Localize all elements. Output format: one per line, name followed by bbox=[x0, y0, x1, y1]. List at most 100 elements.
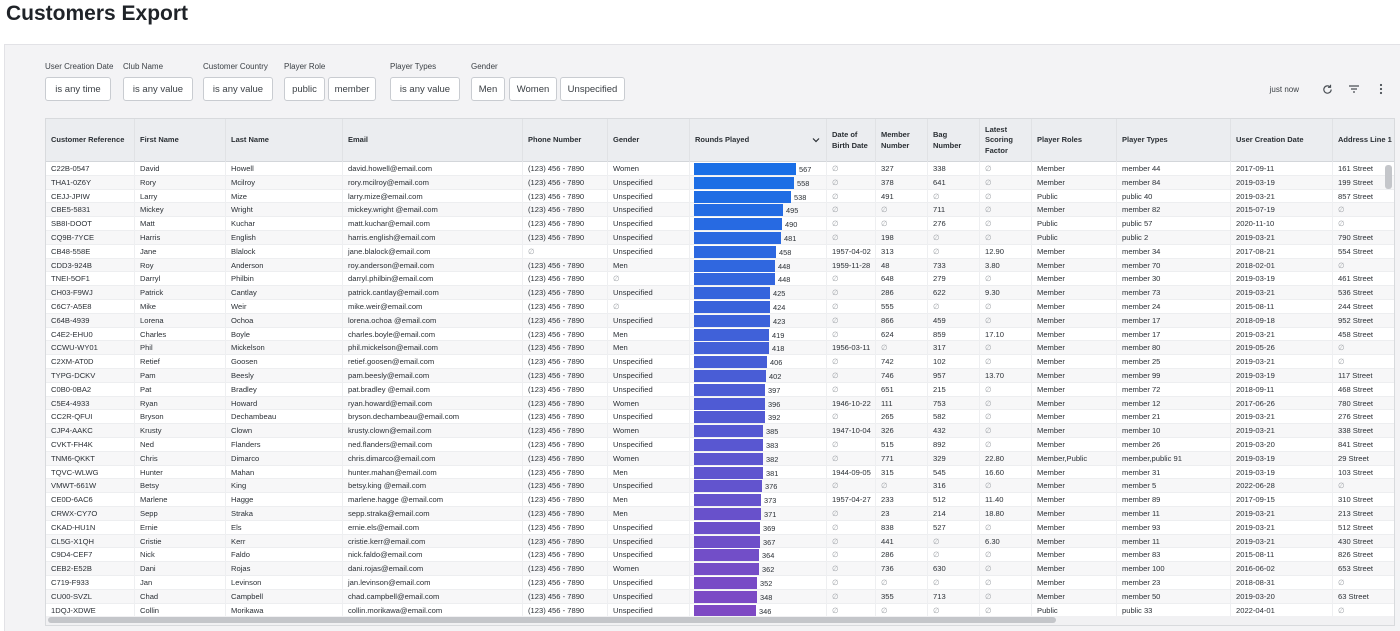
cell-phone-number: (123) 456 - 7890 bbox=[523, 382, 608, 397]
cell-player-roles: Member bbox=[1032, 244, 1117, 259]
cell-last-name: Kerr bbox=[226, 534, 343, 549]
table-row[interactable]: C719-F933 Jan Levinson jan.levinson@email.c… bbox=[46, 576, 1394, 590]
cell-player-roles: Public bbox=[1032, 189, 1117, 204]
column-header-address-line-1[interactable]: Address Line 1 bbox=[1333, 119, 1394, 162]
table-row[interactable]: C22B-0547 David Howell david.howell@email.c… bbox=[46, 162, 1394, 176]
cell-gender: Unspecified bbox=[608, 286, 690, 300]
column-header-player-types[interactable]: Player Types bbox=[1117, 119, 1231, 162]
table-row[interactable]: TQVC-WLWG Hunter Mahan hunter.mahan@email.c… bbox=[46, 465, 1394, 480]
filter-value-button[interactable]: Men bbox=[471, 77, 505, 101]
table-row[interactable]: CCWU-WY01 Phil Mickelson phil.mickelson@ema… bbox=[46, 341, 1394, 356]
column-header-phone-number[interactable]: Phone Number bbox=[523, 119, 608, 162]
cell-gender: Unspecified bbox=[608, 576, 690, 590]
column-header-bag-number[interactable]: Bag Number bbox=[928, 119, 980, 162]
cell-player-roles: Member bbox=[1032, 300, 1117, 314]
filter-lines-icon[interactable] bbox=[1347, 82, 1361, 96]
cell-player-types: member 72 bbox=[1117, 382, 1231, 397]
column-header-latest-scoring-factor[interactable]: Latest Scoring Factor bbox=[980, 119, 1032, 162]
page-title: Customers Export bbox=[6, 2, 189, 25]
table-row[interactable]: CEB2-E52B Dani Rojas dani.rojas@email.com (1… bbox=[46, 562, 1394, 576]
cell-player-types: member 11 bbox=[1117, 507, 1231, 521]
filter-value-button[interactable]: is any value bbox=[123, 77, 193, 101]
table-row[interactable]: C6C7-A5E8 Mike Weir mike.weir@email.com (123… bbox=[46, 300, 1394, 314]
column-header-user-creation-date[interactable]: User Creation Date bbox=[1231, 119, 1333, 162]
cell-first-name: Matt bbox=[135, 217, 226, 231]
filter-value-button[interactable]: is any value bbox=[203, 77, 273, 101]
table-row[interactable]: VMWT-661W Betsy King betsy.king @email.com(… bbox=[46, 479, 1394, 494]
cell-member-number: 555 bbox=[876, 300, 928, 314]
cell-customer-reference: C6C7-A5E8 bbox=[46, 300, 135, 314]
table-row[interactable]: CJP4-AAKC Krusty Clown krusty.clown@email.c… bbox=[46, 424, 1394, 438]
column-header-first-name[interactable]: First Name bbox=[135, 119, 226, 162]
column-header-label: Bag Number bbox=[933, 130, 962, 150]
cell-player-roles: Member bbox=[1032, 589, 1117, 604]
table-row[interactable]: SB8I-DOOT Matt Kuchar matt.kuchar@email.com… bbox=[46, 217, 1394, 231]
table-row[interactable]: C64B-4939 Lorena Ochoa lorena.ochoa @email.… bbox=[46, 313, 1394, 328]
table-row[interactable]: CVKT-FH4K Ned Flanders ned.flanders@email.c… bbox=[46, 438, 1394, 452]
vertical-scrollbar[interactable] bbox=[1385, 165, 1392, 189]
table-row[interactable]: C5E4-4933 Ryan Howard ryan.howard@email.com… bbox=[46, 396, 1394, 411]
filter-value-button[interactable]: Unspecified bbox=[560, 77, 625, 101]
cell-player-types: member 100 bbox=[1117, 562, 1231, 576]
cell-player-roles: Member bbox=[1032, 520, 1117, 535]
table-row[interactable]: TNEI-5OF1 Darryl Philbin darryl.philbin@ema… bbox=[46, 272, 1394, 287]
filter-value-button[interactable]: Women bbox=[509, 77, 557, 101]
table-row[interactable]: CEJJ-JPIW Larry Mize larry.mize@email.com (1… bbox=[46, 189, 1394, 204]
table-row[interactable]: TYPG-DCKV Pam Beesly pam.beesly@email.com (1… bbox=[46, 369, 1394, 383]
cell-latest-scoring-factor: 22.80 bbox=[980, 451, 1032, 466]
table-row[interactable]: C9D4-CEF7 Nick Faldo nick.faldo@email.com (1… bbox=[46, 548, 1394, 563]
filter-value-button[interactable]: member bbox=[328, 77, 376, 101]
table-row[interactable]: CE0D-6AC6 Marlene Hagge marlene.hagge @emai… bbox=[46, 493, 1394, 507]
table-row[interactable]: CKAD-HU1N Ernie Els ernie.els@email.com (123… bbox=[46, 520, 1394, 535]
table-row[interactable]: CQ9B-7YCE Harris English harris.english@ema… bbox=[46, 231, 1394, 245]
cell-player-types: member 24 bbox=[1117, 300, 1231, 314]
table-row[interactable]: C2XM-AT0D Retief Goosen retief.goosen@email… bbox=[46, 355, 1394, 369]
cell-email: krusty.clown@email.com bbox=[343, 424, 523, 438]
filter-value-button[interactable]: public bbox=[284, 77, 325, 101]
table-row[interactable]: CBE5-5831 Mickey Wright mickey.wright @emai… bbox=[46, 203, 1394, 218]
rounds-value: 418 bbox=[772, 344, 785, 354]
cell-date-of-birth-date: ∅ bbox=[827, 286, 876, 300]
cell-last-name: Wright bbox=[226, 203, 343, 218]
cell-email: cristie.kerr@email.com bbox=[343, 534, 523, 549]
cell-player-types: public 2 bbox=[1117, 231, 1231, 245]
cell-member-number: 441 bbox=[876, 534, 928, 549]
table-row[interactable]: C0B0-0BA2 Pat Bradley pat.bradley @email.co… bbox=[46, 382, 1394, 397]
table-row[interactable]: CC2R-QFUI Bryson Dechambeau bryson.dechambe… bbox=[46, 410, 1394, 425]
table-row[interactable]: CH03-F9WJ Patrick Cantlay patrick.cantlay@e… bbox=[46, 286, 1394, 300]
refresh-icon[interactable] bbox=[1320, 82, 1334, 96]
column-header-last-name[interactable]: Last Name bbox=[226, 119, 343, 162]
table-row[interactable]: 1DQJ-XDWE Collin Morikawa collin.morikawa@e… bbox=[46, 603, 1394, 617]
table-row[interactable]: C4E2-EHU0 Charles Boyle charles.boyle@email… bbox=[46, 327, 1394, 342]
more-vertical-icon[interactable] bbox=[1374, 82, 1388, 96]
table-row[interactable]: CDD3-924B Roy Anderson roy.anderson@email.c… bbox=[46, 258, 1394, 273]
table-row[interactable]: CU00-SVZL Chad Campbell chad.campbell@email… bbox=[46, 589, 1394, 604]
column-header-email[interactable]: Email bbox=[343, 119, 523, 162]
table-row[interactable]: TNM6-QKKT Chris Dimarco chris.dimarco@email… bbox=[46, 451, 1394, 466]
column-header-date-of-birth-date[interactable]: Date of Birth Date bbox=[827, 119, 876, 162]
last-updated-text: just now bbox=[1269, 84, 1299, 94]
column-header-player-roles[interactable]: Player Roles bbox=[1032, 119, 1117, 162]
table-row[interactable]: CRWX-CY7O Sepp Straka sepp.straka@email.com… bbox=[46, 507, 1394, 521]
sort-descending-icon[interactable] bbox=[812, 136, 820, 147]
rounds-value: 396 bbox=[768, 399, 781, 409]
column-header-rounds-played[interactable]: Rounds Played bbox=[690, 119, 827, 162]
table-row[interactable]: CL5G-X1QH Cristie Kerr cristie.kerr@email.c… bbox=[46, 534, 1394, 549]
column-header-member-number[interactable]: Member Number bbox=[876, 119, 928, 162]
cell-date-of-birth-date: ∅ bbox=[827, 189, 876, 204]
horizontal-scrollbar[interactable] bbox=[48, 617, 1056, 623]
cell-gender: Women bbox=[608, 162, 690, 176]
cell-email: nick.faldo@email.com bbox=[343, 548, 523, 563]
table-row[interactable]: THA1-0Z6Y Rory Mcilroy rory.mcilroy@email.c… bbox=[46, 175, 1394, 190]
filter-value-button[interactable]: is any value bbox=[390, 77, 460, 101]
column-header-customer-reference[interactable]: Customer Reference bbox=[46, 119, 135, 162]
cell-rounds-played: 385 bbox=[690, 424, 827, 438]
cell-last-name: Els bbox=[226, 520, 343, 535]
cell-last-name: Rojas bbox=[226, 562, 343, 576]
table-row[interactable]: CB48-558E Jane Blalock jane.blalock@email.c… bbox=[46, 244, 1394, 259]
rounds-bar bbox=[694, 301, 770, 313]
filter-value-button[interactable]: is any time bbox=[45, 77, 111, 101]
cell-first-name: Mickey bbox=[135, 203, 226, 218]
cell-last-name: Mickelson bbox=[226, 341, 343, 356]
column-header-gender[interactable]: Gender bbox=[608, 119, 690, 162]
